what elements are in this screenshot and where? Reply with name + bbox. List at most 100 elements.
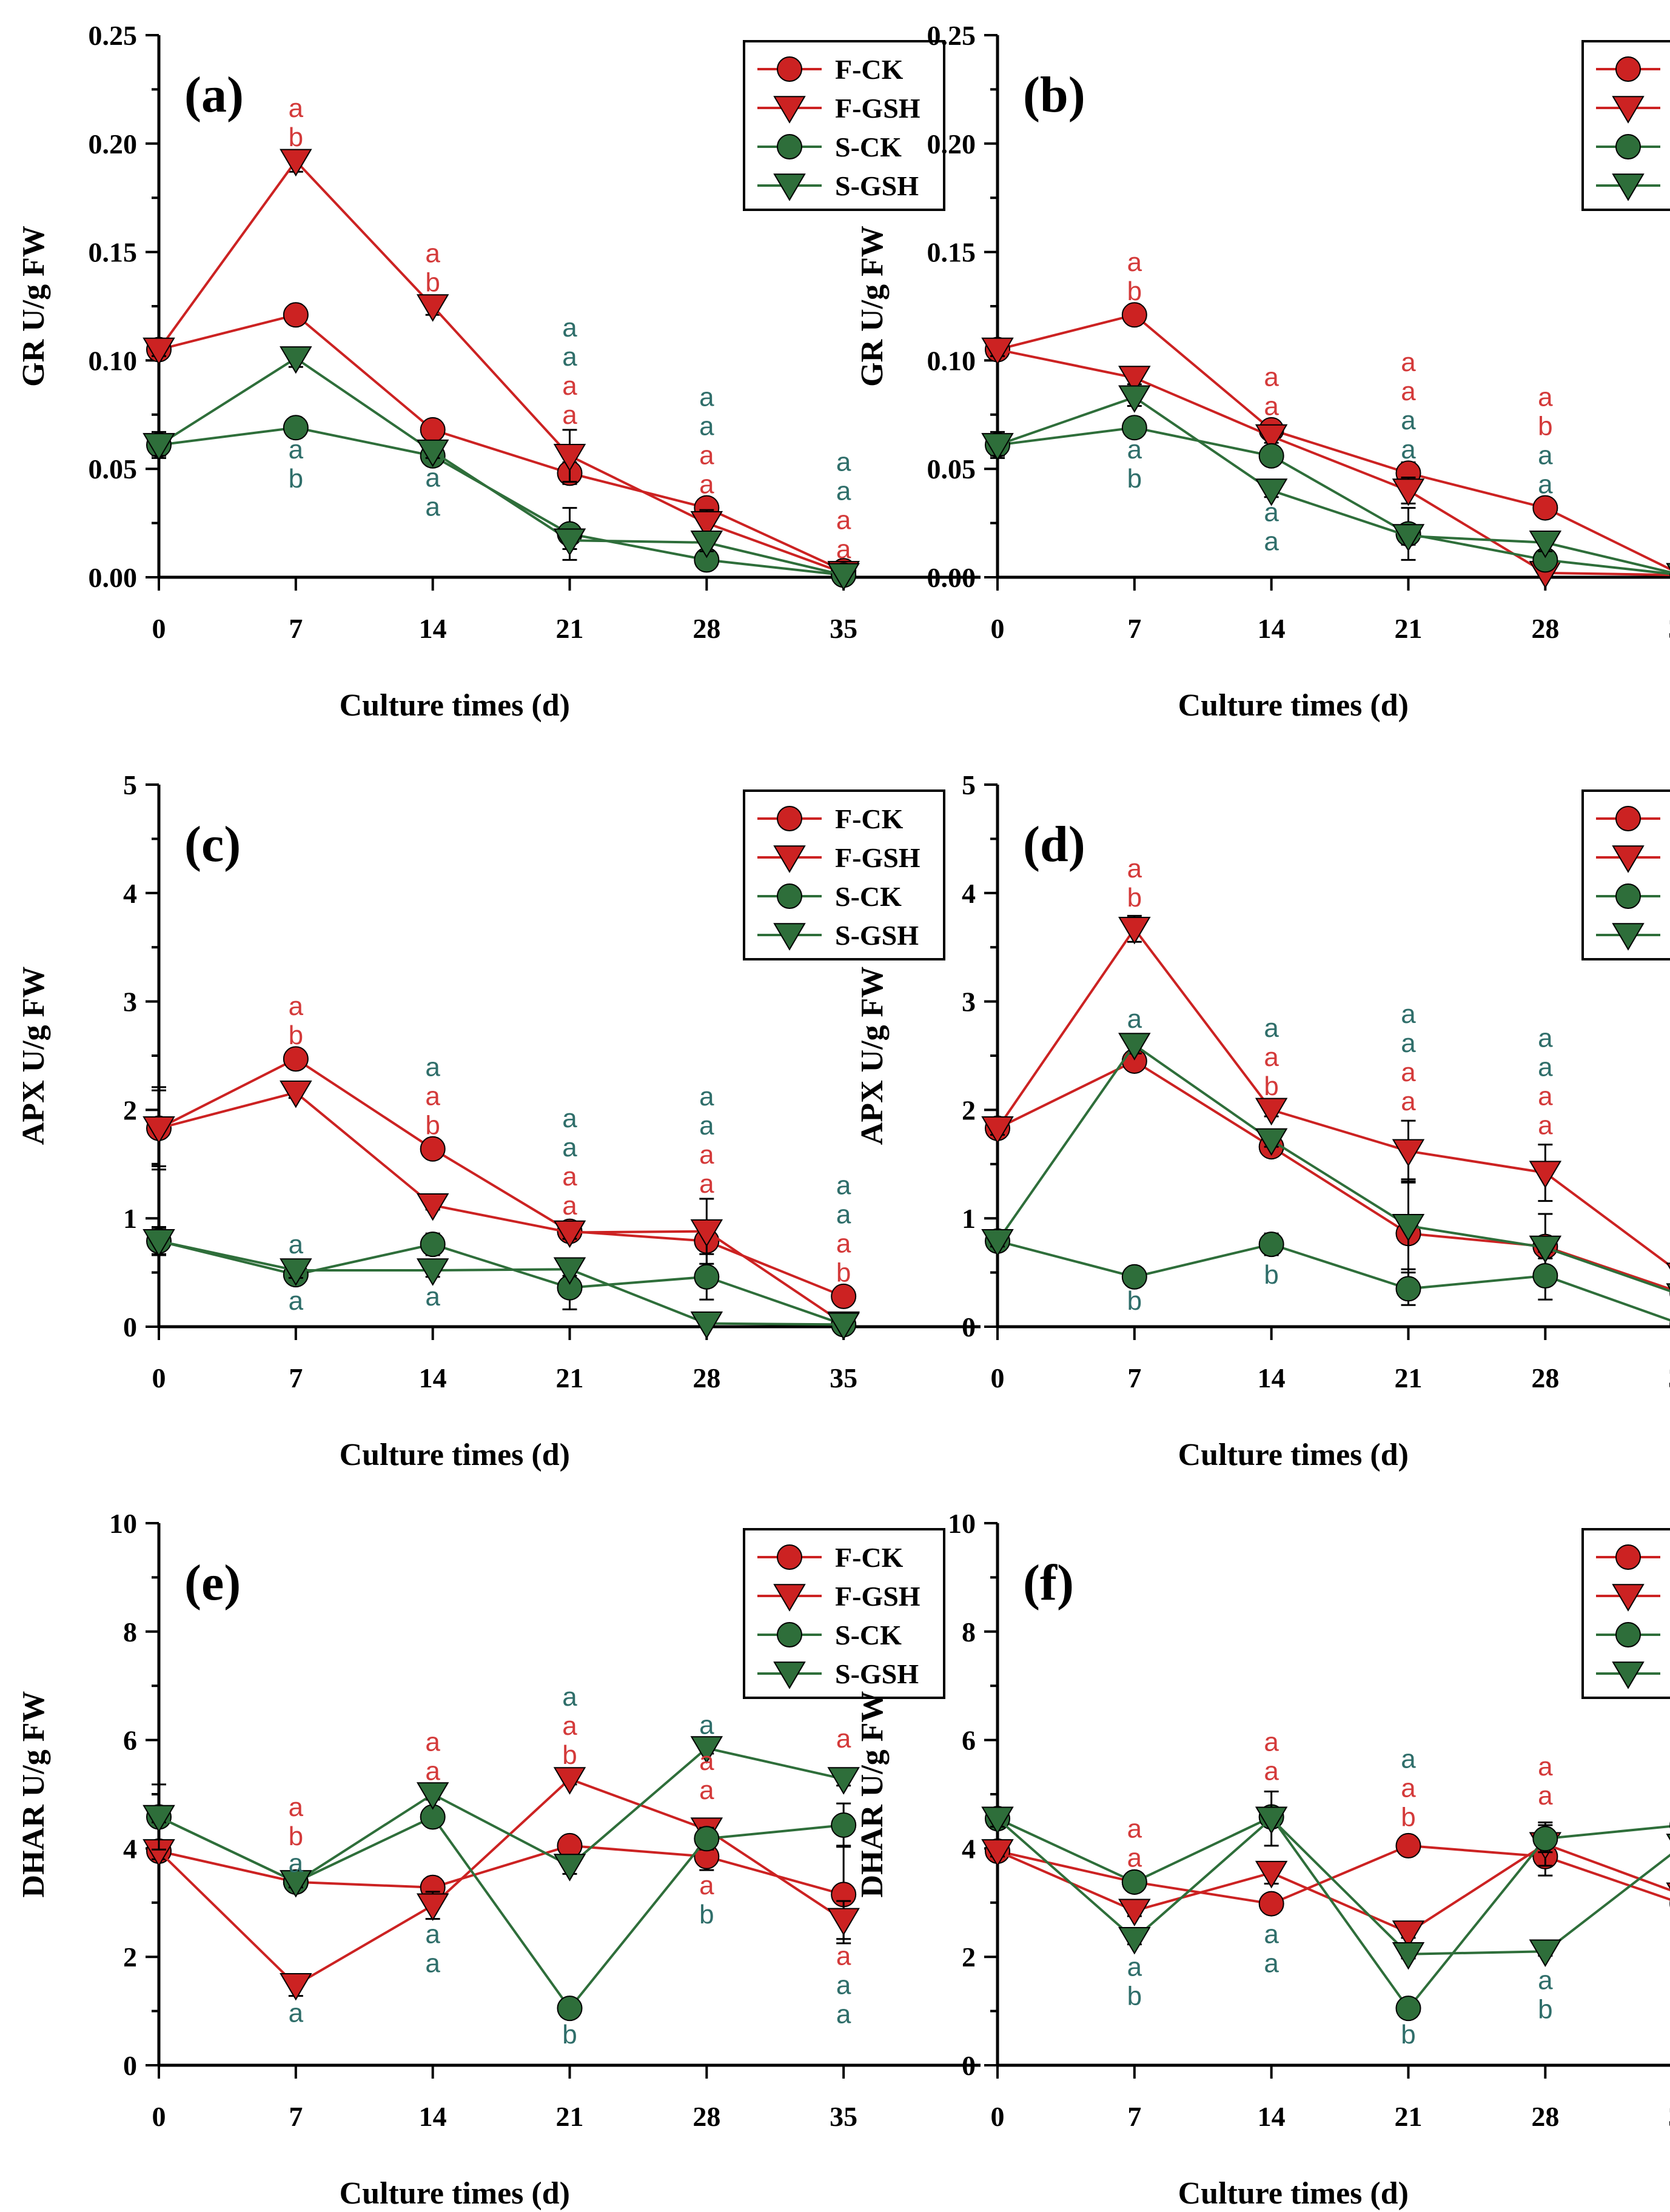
legend-label: S-GSH	[835, 920, 919, 951]
series-line	[158, 1239, 844, 1326]
y-tick-label: 3	[962, 987, 976, 1017]
significance-letter: b	[425, 1110, 440, 1140]
significance-letter: a	[425, 1920, 440, 1949]
y-tick-label: 0.05	[927, 454, 976, 484]
series-line	[996, 1817, 1670, 1956]
series-line	[997, 1843, 1670, 1934]
data-point	[1392, 478, 1425, 506]
significance-letter: b	[699, 1900, 714, 1929]
significance-letter: a	[1264, 1757, 1279, 1786]
data-point	[283, 302, 309, 328]
legend-marker	[773, 845, 806, 873]
legend-marker	[1615, 56, 1641, 82]
data-point	[1529, 1939, 1562, 1967]
series-s-ck	[146, 1226, 857, 1338]
significance-letter: a	[562, 1133, 577, 1162]
x-tick-label: 28	[1531, 613, 1559, 644]
series-line	[158, 1815, 844, 2011]
series-s-bso	[981, 1033, 1670, 1293]
significance-letter: a	[1401, 347, 1416, 377]
y-tick-label: 0	[962, 1312, 976, 1342]
significance-letter: a	[1127, 1843, 1142, 1873]
legend: F-CK F-GSH S-CK S-GSH	[743, 40, 945, 211]
significance-letter: b	[562, 2020, 577, 2049]
x-tick-label: 35	[830, 2101, 857, 2132]
significance-letter: a	[1538, 1752, 1553, 1781]
data-point	[1395, 1832, 1421, 1858]
significance-letter: b	[562, 1740, 577, 1770]
series-s-gsh	[143, 346, 860, 591]
data-point	[420, 1136, 446, 1162]
y-axis-title: DHAR U/g FW	[855, 1691, 890, 1898]
data-point	[1666, 563, 1670, 570]
significance-letter: a	[1264, 498, 1279, 528]
significance-letter: a	[425, 1728, 440, 1757]
x-axis-title: Culture times (d)	[340, 688, 570, 723]
legend-label: F-CK	[835, 1542, 904, 1573]
significance-letter: a	[1401, 1744, 1416, 1774]
significance-letter: a	[562, 313, 577, 343]
data-point	[1118, 366, 1151, 394]
significance-letter: a	[289, 1230, 304, 1259]
data-point	[280, 1081, 312, 1108]
y-tick-label: 8	[962, 1617, 976, 1647]
x-tick-label: 0	[991, 2101, 1005, 2132]
data-point	[143, 1805, 175, 1833]
x-tick-label: 7	[1127, 2101, 1141, 2132]
significance-letter: a	[699, 1746, 714, 1776]
significance-letter: a	[425, 1282, 440, 1312]
y-tick-label: 8	[123, 1617, 137, 1647]
series-s-ck	[985, 1228, 1670, 1329]
significance-letter: a	[1127, 435, 1142, 464]
data-point	[690, 531, 723, 558]
significance-letter: b	[1538, 411, 1552, 441]
x-tick-label: 28	[1531, 1362, 1559, 1393]
legend-marker	[1615, 1622, 1641, 1647]
significance-letter: a	[836, 506, 851, 535]
data-point	[416, 1193, 449, 1221]
y-tick-label: 0.10	[927, 345, 976, 376]
legend-marker	[1615, 883, 1641, 909]
y-tick-label: 6	[962, 1725, 976, 1756]
significance-letter: a	[1264, 1728, 1279, 1757]
y-tick-label: 0.00	[89, 562, 138, 593]
legend-label: S-GSH	[835, 1658, 919, 1689]
legend-label: F-GSH	[835, 842, 921, 873]
series-line	[997, 1844, 1670, 1905]
x-tick-label: 14	[419, 2101, 447, 2132]
data-point	[420, 1232, 446, 1258]
legend-marker	[1612, 845, 1645, 873]
data-point	[827, 1767, 860, 1795]
significance-letter: a	[1264, 1013, 1279, 1043]
legend-marker	[1615, 134, 1641, 159]
y-tick-label: 0.10	[89, 345, 138, 376]
panel-a: 0.00 0.05 0.10 0.15 0.20 0.25 0 7 14 21 28 35 Cultur…	[16, 20, 981, 723]
series-s-ck	[985, 415, 1670, 579]
significance-letter: a	[1401, 1774, 1416, 1803]
significance-letter: a	[562, 1191, 577, 1221]
x-tick-label: 14	[1258, 1362, 1286, 1393]
y-tick-label: 1	[962, 1203, 976, 1234]
significance-letter: b	[1127, 276, 1142, 306]
legend-marker	[777, 134, 802, 159]
data-point	[1255, 478, 1288, 506]
series-f-ck	[146, 302, 857, 584]
legend-marker	[777, 1622, 802, 1647]
significance-letter: a	[836, 1200, 851, 1230]
x-tick-label: 14	[1258, 2101, 1286, 2132]
panel-d: 0 1 2 3 4 5 0 7 14 21 28 35 Culture times (d) APX U/g…	[855, 769, 1670, 1472]
data-point	[280, 346, 312, 374]
significance-letter: b	[1127, 883, 1142, 913]
legend-label: S-CK	[835, 1620, 902, 1651]
significance-letter: a	[1127, 247, 1142, 277]
significance-letter: a	[1264, 1949, 1279, 1979]
data-point	[1666, 1262, 1670, 1270]
legend-marker	[1612, 1661, 1645, 1689]
data-point	[280, 1870, 312, 1898]
significance-letter: a	[562, 371, 577, 401]
data-point	[694, 1264, 720, 1290]
data-point	[690, 1736, 723, 1764]
data-point	[1118, 917, 1151, 945]
